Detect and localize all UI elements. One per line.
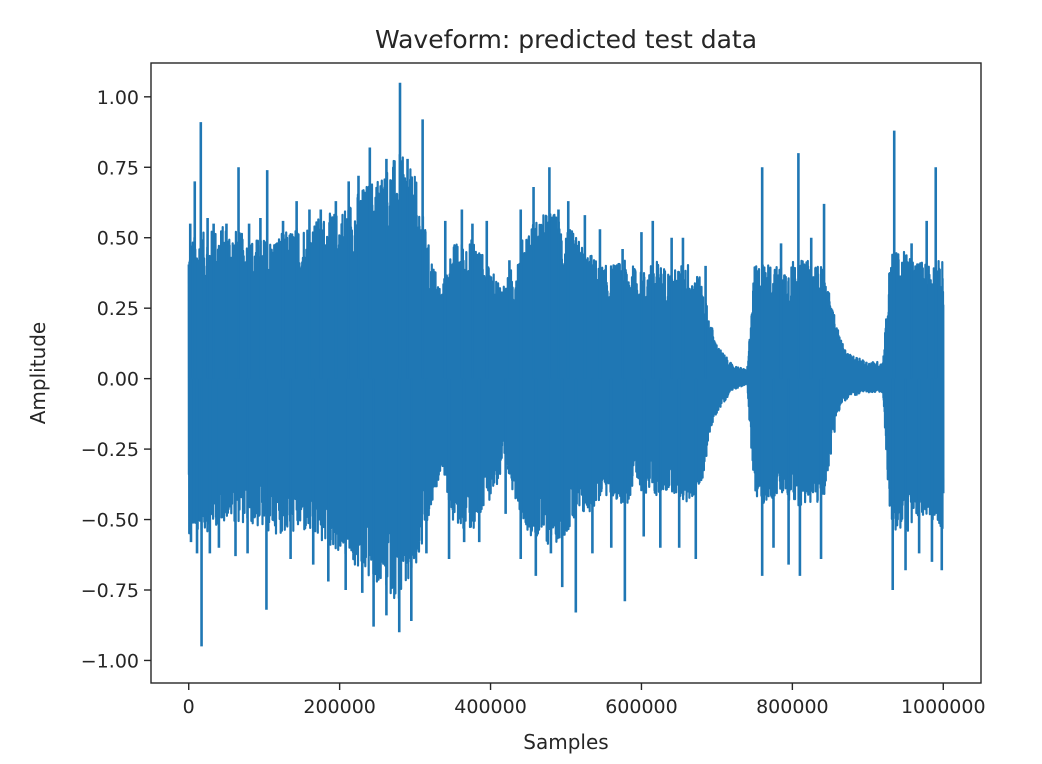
- chart-title: Waveform: predicted test data: [375, 25, 757, 54]
- x-tick-label: 0: [183, 696, 195, 718]
- y-tick-label: −0.50: [81, 510, 139, 532]
- x-tick-label: 600000: [605, 696, 678, 718]
- x-tick-label: 800000: [756, 696, 829, 718]
- y-tick-label: 0.75: [97, 157, 139, 179]
- y-tick-label: −0.25: [81, 439, 139, 461]
- y-tick-label: −0.75: [81, 580, 139, 602]
- x-tick-label: 400000: [454, 696, 527, 718]
- y-axis-label: Amplitude: [26, 322, 50, 425]
- x-axis-label: Samples: [523, 730, 608, 754]
- y-axis: 1.00 0.75 0.50 0.25 0.00 −0.25 −0.50 −0.75 −1.00: [81, 87, 151, 672]
- y-tick-label: 0.50: [97, 228, 139, 250]
- waveform-line: [187, 153, 945, 600]
- x-tick-label: 1000000: [901, 696, 986, 718]
- y-tick-label: 0.25: [97, 298, 139, 320]
- plot-frame: [150, 62, 982, 684]
- y-tick-label: 0.00: [97, 369, 139, 391]
- y-tick-label: −1.00: [81, 650, 139, 672]
- x-tick-label: 200000: [303, 696, 376, 718]
- y-tick-label: 1.00: [97, 87, 139, 109]
- plot-area: [187, 82, 945, 647]
- x-axis: 0 200000 400000 600000 800000 1000000: [183, 683, 986, 718]
